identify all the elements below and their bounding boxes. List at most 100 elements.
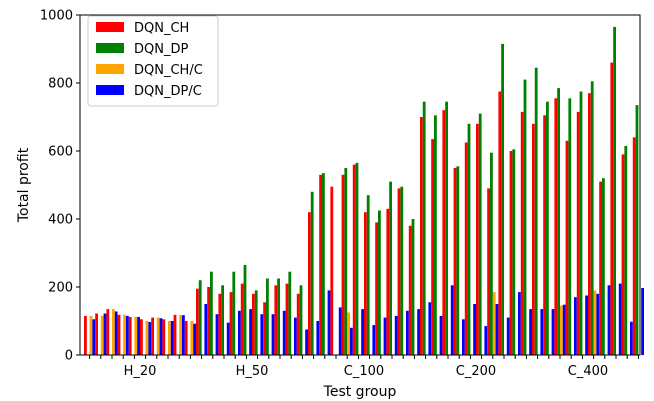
bar [260, 314, 264, 355]
bar [408, 225, 412, 355]
bar [352, 164, 356, 355]
legend-label: DQN_CH/C [134, 63, 203, 78]
bar [249, 309, 252, 355]
x-group-label: H_50 [236, 364, 269, 379]
bar [630, 321, 633, 355]
legend: DQN_CH DQN_DP DQN_CH/C DQN_DP/C [87, 15, 219, 107]
bar [156, 317, 160, 355]
bar [386, 208, 390, 355]
legend-swatch [96, 22, 124, 32]
x-group-label: C_100 [344, 364, 384, 379]
x-axis-label: Test group [323, 384, 397, 400]
bar [170, 321, 174, 355]
bar [462, 319, 465, 355]
bar [389, 181, 392, 355]
bar [590, 81, 594, 356]
bar [159, 318, 163, 355]
bar [366, 195, 370, 355]
bar [140, 319, 143, 355]
bar [512, 149, 516, 355]
bar [240, 283, 244, 355]
bar [624, 145, 628, 355]
bar [576, 111, 580, 356]
bar [310, 191, 314, 355]
bar [112, 309, 115, 355]
bar [226, 322, 230, 355]
bar [299, 285, 303, 355]
y-axis-ticks: 0 200 400 600 800 1000 [40, 9, 80, 364]
bar [151, 317, 154, 355]
bar [95, 313, 98, 355]
bar [179, 314, 182, 355]
bar [422, 101, 426, 355]
bar [632, 137, 636, 355]
bar [554, 98, 558, 356]
bar [319, 174, 322, 355]
bar [198, 280, 202, 355]
bar [383, 317, 387, 355]
bar [316, 321, 320, 355]
bar [372, 325, 376, 355]
bar [520, 111, 524, 356]
bars-layer [84, 26, 644, 356]
bar [288, 271, 292, 355]
bar [308, 212, 311, 355]
bar [394, 315, 398, 355]
bar [347, 312, 350, 355]
bar [450, 285, 454, 355]
bar [114, 311, 118, 355]
legend-label: DQN_CH [134, 21, 189, 36]
bar [400, 186, 404, 355]
bar [434, 115, 437, 355]
bar [252, 293, 255, 355]
x-axis-ticks: H_20 H_50 C_100 C_200 C_400 [89, 355, 639, 379]
bar [641, 288, 644, 355]
bar [274, 285, 278, 355]
bar [599, 181, 602, 355]
bar [145, 321, 149, 355]
legend-swatch [96, 43, 124, 53]
bar [263, 302, 266, 355]
x-group-label: C_200 [456, 364, 496, 379]
bar [182, 315, 185, 355]
bar [355, 162, 359, 355]
bar [607, 285, 611, 355]
bar [126, 315, 129, 355]
bar [134, 316, 138, 355]
bar [168, 321, 171, 355]
bar [243, 264, 247, 355]
y-tick-label: 200 [48, 281, 73, 296]
bar [341, 174, 345, 355]
bar [103, 313, 107, 355]
y-tick-label: 800 [48, 77, 73, 92]
bar [431, 139, 434, 355]
bar [540, 309, 544, 355]
bar [148, 322, 152, 355]
bar [254, 290, 258, 355]
bar [221, 285, 224, 355]
bar [338, 307, 342, 355]
bar [529, 309, 532, 355]
bar [296, 293, 300, 355]
bar [184, 321, 188, 355]
bar [100, 315, 104, 355]
bar [456, 166, 460, 355]
bar [92, 319, 96, 355]
bar [478, 113, 482, 355]
bar [344, 168, 348, 355]
legend-swatch [96, 64, 124, 74]
y-tick-label: 1000 [40, 9, 73, 24]
x-group-label: H_20 [124, 364, 157, 379]
bar [476, 123, 479, 355]
bar [350, 327, 353, 355]
bar [123, 314, 126, 355]
bar [442, 110, 446, 355]
bar [117, 314, 121, 355]
bar [562, 304, 566, 355]
bar [467, 123, 471, 355]
bar [560, 305, 563, 355]
bar [579, 91, 583, 355]
bar [378, 210, 381, 355]
bar [204, 304, 208, 355]
bar [551, 309, 555, 355]
